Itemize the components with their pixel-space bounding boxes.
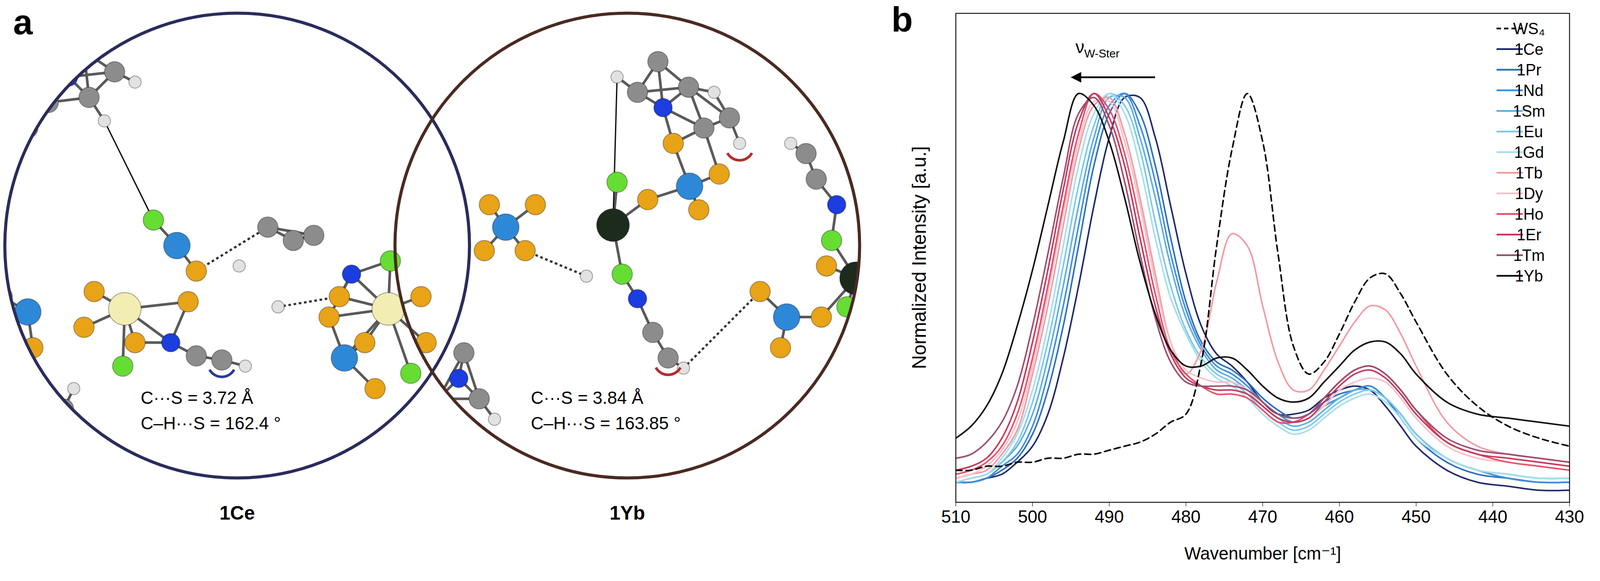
svg-text:1Eu: 1Eu (1514, 122, 1544, 141)
svg-text:510: 510 (941, 506, 971, 527)
svg-text:a: a (13, 2, 33, 42)
svg-text:1Gd: 1Gd (1514, 143, 1544, 162)
svg-text:C···S = 3.72 Å: C···S = 3.72 Å (140, 387, 254, 408)
svg-text:1Yb: 1Yb (609, 501, 646, 524)
svg-text:C···S = 3.84 Å: C···S = 3.84 Å (530, 387, 644, 408)
svg-text:Normalized Intensity [a.u.]: Normalized Intensity [a.u.] (908, 145, 930, 370)
svg-text:1Pr: 1Pr (1516, 60, 1542, 79)
svg-text:470: 470 (1248, 506, 1278, 527)
svg-text:1Ce: 1Ce (219, 501, 256, 524)
svg-text:1Ho: 1Ho (1514, 205, 1544, 224)
svg-text:1Er: 1Er (1516, 225, 1542, 244)
svg-text:1Nd: 1Nd (1514, 81, 1544, 100)
svg-text:1Tm: 1Tm (1513, 246, 1545, 265)
svg-text:1Sm: 1Sm (1512, 102, 1546, 121)
svg-text:430: 430 (1554, 506, 1585, 527)
svg-text:C–H···S = 163.85 °: C–H···S = 163.85 ° (530, 413, 681, 433)
svg-text:1Tb: 1Tb (1515, 163, 1543, 182)
svg-text:C–H···S = 162.4 °: C–H···S = 162.4 ° (140, 413, 281, 433)
svg-text:490: 490 (1094, 506, 1124, 527)
svg-text:1Dy: 1Dy (1514, 184, 1544, 203)
svg-text:440: 440 (1478, 506, 1508, 527)
svg-text:480: 480 (1171, 506, 1201, 527)
svg-text:Wavenumber [cm⁻¹]: Wavenumber [cm⁻¹] (1184, 543, 1341, 563)
svg-text:1Yb: 1Yb (1514, 266, 1544, 285)
svg-text:460: 460 (1324, 506, 1355, 527)
svg-text:b: b (891, 0, 914, 40)
svg-text:WS₄: WS₄ (1513, 19, 1546, 38)
svg-text:500: 500 (1017, 506, 1048, 527)
svg-text:νW-Ster: νW-Ster (1075, 37, 1120, 61)
svg-text:1Ce: 1Ce (1514, 40, 1544, 59)
svg-text:450: 450 (1401, 506, 1431, 527)
